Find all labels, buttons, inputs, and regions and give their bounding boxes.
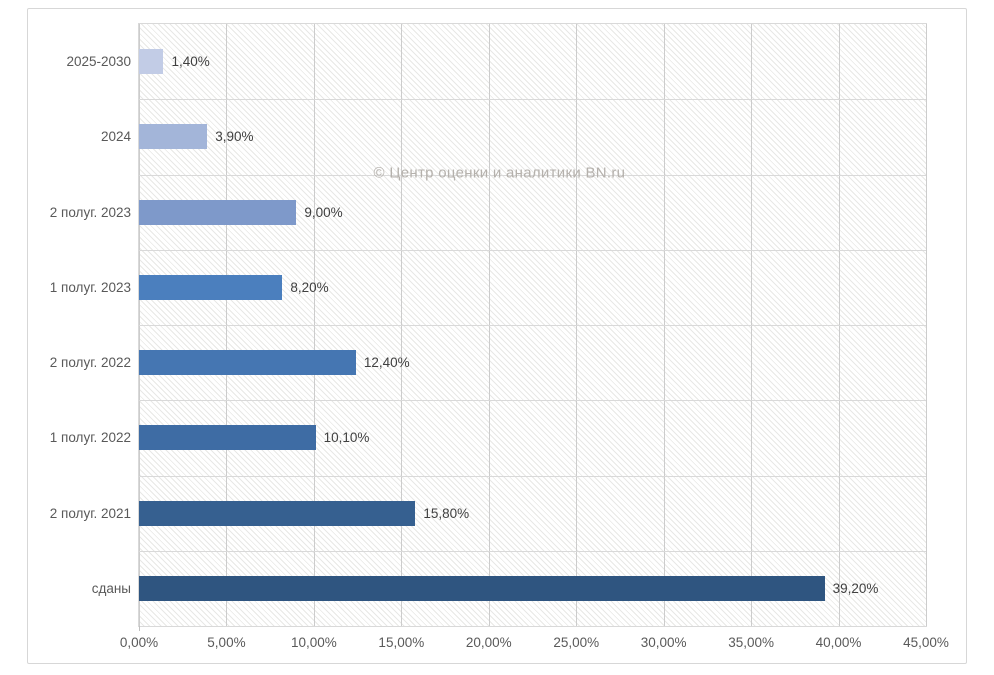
category-label: 1 полуг. 2022	[49, 430, 131, 446]
bar	[139, 425, 316, 451]
bar	[139, 575, 825, 601]
bar-row: сданы 39,20%	[92, 551, 926, 626]
category-label: 2 полуг. 2022	[49, 355, 131, 371]
bar-row: 2 полуг. 2023 9,00%	[50, 175, 926, 250]
x-axis-tick-label: 10,00%	[290, 635, 337, 650]
x-axis-zero-tick	[139, 626, 140, 631]
bar-value-label: 10,10%	[323, 430, 370, 446]
bar-value-label: 3,90%	[215, 129, 254, 145]
bar	[139, 500, 416, 526]
bar	[139, 49, 164, 75]
horizontal-gridline	[139, 249, 926, 251]
horizontal-gridline	[139, 400, 926, 402]
horizontal-gridline	[139, 325, 926, 326]
x-axis-tick-label: 40,00%	[815, 635, 862, 650]
bar-row: 2 полуг. 2021 15,80%	[50, 476, 926, 551]
category-label: 2 полуг. 2021	[49, 505, 131, 521]
bar-row: 2025-2030 1,40%	[66, 24, 926, 99]
vertical-gridline	[926, 24, 927, 626]
bar-row: 1 полуг. 2022 10,10%	[50, 400, 926, 475]
bar	[139, 350, 356, 376]
category-label: 2024	[100, 129, 131, 145]
category-label: 1 полуг. 2023	[49, 279, 131, 295]
bar-value-label: 39,20%	[832, 580, 879, 596]
x-axis-tick-label: 20,00%	[465, 635, 512, 650]
chart-frame: © Центр оценки и аналитики BN.ru 2025-20…	[27, 8, 967, 664]
bar	[139, 199, 297, 225]
x-axis-tick-label: 15,00%	[378, 635, 425, 650]
horizontal-gridline	[139, 550, 926, 552]
bar	[139, 124, 208, 150]
category-label: 2 полуг. 2023	[49, 204, 131, 220]
bar	[139, 274, 283, 300]
bar-row: 2024 3,90%	[101, 99, 926, 174]
category-label: сданы	[91, 580, 131, 596]
plot-area: © Центр оценки и аналитики BN.ru 2025-20…	[50, 23, 949, 650]
bar-value-label: 8,20%	[290, 279, 329, 295]
horizontal-gridline	[139, 475, 926, 477]
bar-row: 1 полуг. 2023 8,20%	[50, 250, 926, 325]
category-label: 2025-2030	[66, 54, 131, 70]
x-axis-tick-label: 45,00%	[903, 635, 949, 650]
x-axis-tick-label: 5,00%	[207, 635, 246, 650]
bar-value-label: 9,00%	[304, 204, 343, 220]
bar-value-label: 12,40%	[363, 355, 410, 371]
x-axis-tick-label: 30,00%	[640, 635, 687, 650]
bar-value-label: 1,40%	[171, 54, 210, 70]
horizontal-gridline	[139, 174, 926, 176]
horizontal-gridline	[139, 99, 926, 101]
x-axis-tick-label: 35,00%	[728, 635, 775, 650]
bar-value-label: 15,80%	[423, 505, 470, 521]
x-axis-tick-label: 25,00%	[553, 635, 600, 650]
bar-row: 2 полуг. 2022 12,40%	[50, 325, 926, 400]
watermark: © Центр оценки и аналитики BN.ru	[373, 164, 626, 182]
x-axis-tick-label: 0,00%	[119, 635, 159, 650]
